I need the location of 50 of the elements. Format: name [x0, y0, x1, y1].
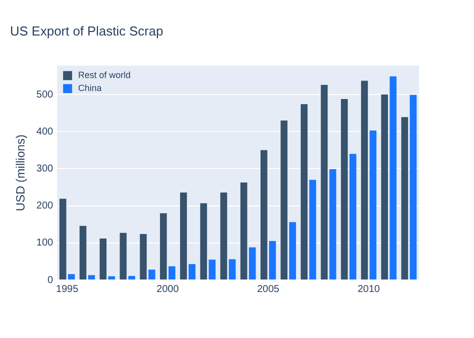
bar [188, 264, 196, 280]
bar [340, 98, 348, 280]
bar [361, 80, 368, 280]
bar [390, 76, 397, 280]
bar [120, 232, 127, 280]
bar [88, 275, 95, 280]
bar [160, 213, 167, 280]
bar [220, 192, 228, 280]
y-tick-label: 400 [36, 126, 54, 138]
y-tick-label: 500 [36, 89, 54, 100]
bar [80, 226, 86, 280]
bar [370, 130, 376, 280]
bar [401, 117, 408, 280]
bar [200, 203, 208, 280]
bar [329, 169, 336, 280]
bar [59, 198, 66, 280]
chart-title: US Export of Plastic Scrap [10, 23, 164, 38]
bar [100, 238, 106, 280]
bar [228, 259, 236, 280]
y-axis-title: USD (millions) [14, 134, 28, 212]
bar [240, 182, 248, 280]
bar [180, 192, 187, 280]
legend-label: Rest of world [78, 70, 131, 80]
bar [280, 120, 288, 280]
x-tick-label: 2000 [156, 284, 180, 295]
bar [320, 84, 328, 280]
bar [349, 154, 356, 280]
y-tick-label: 300 [36, 163, 54, 174]
y-tick-label: 0 [48, 274, 54, 286]
bar [248, 247, 256, 280]
bar [260, 150, 268, 280]
bar [309, 180, 316, 280]
x-tick-label: 2010 [358, 284, 380, 295]
bar [289, 222, 296, 280]
x-tick-label: 1995 [56, 284, 79, 295]
bar [410, 94, 417, 280]
y-tick-label: 100 [36, 238, 54, 249]
bar [208, 260, 216, 280]
x-tick-label: 2005 [257, 284, 280, 295]
bar [269, 241, 276, 280]
bar [68, 274, 75, 280]
y-tick-label: 200 [36, 200, 54, 212]
bar [168, 266, 176, 280]
bar [300, 104, 308, 280]
bar [108, 276, 116, 280]
legend-label: China [78, 83, 102, 94]
bar [140, 234, 147, 280]
bar [128, 276, 136, 280]
bar [381, 94, 388, 280]
bar [148, 270, 156, 280]
